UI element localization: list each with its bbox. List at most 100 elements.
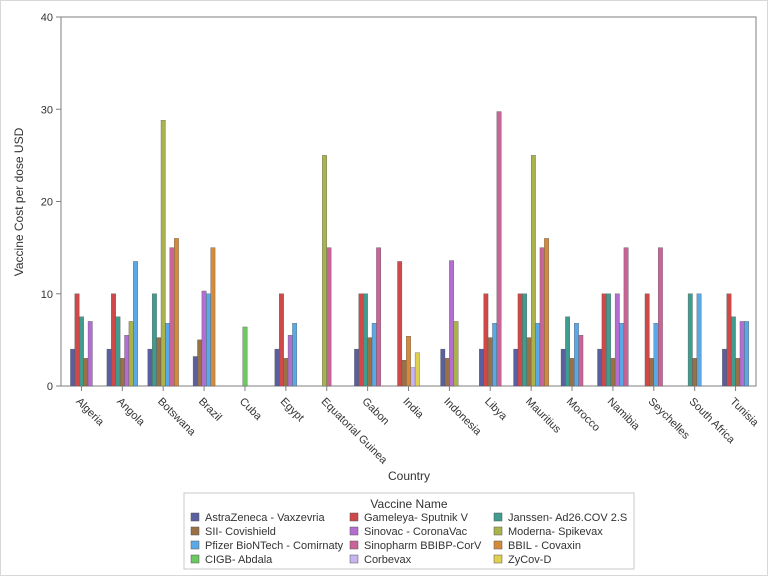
legend-title: Vaccine Name <box>370 497 447 511</box>
bar-gabon-gameleya-sputnik-v <box>358 293 364 387</box>
y-tick-label: 10 <box>41 289 53 301</box>
bar-brazil-sinovac-coronavac <box>201 290 207 387</box>
legend-label-pfizer-biontech-comirnaty: Pfizer BioNTech - Comirnaty <box>205 540 344 552</box>
x-tick-label-egypt: Egypt <box>278 396 306 424</box>
bar-namibia-pfizer-biontech-comirnaty <box>619 323 625 387</box>
bar-egypt-pfizer-biontech-comirnaty <box>292 323 298 387</box>
x-tick-label-libya: Libya <box>482 396 510 424</box>
bar-egypt-sinovac-coronavac <box>287 335 293 387</box>
bar-angola-janssen-ad26-cov-2-s <box>115 316 121 387</box>
x-tick-label-tunisia: Tunisia <box>727 396 761 430</box>
legend-swatch-sinovac-coronavac <box>349 526 359 536</box>
bar-mauritius-moderna-spikevax <box>530 155 536 387</box>
bar-algeria-gameleya-sputnik-v <box>74 293 80 387</box>
legend-label-astrazeneca-vaxzevria: AstraZeneca - Vaxzevria <box>205 512 326 524</box>
bar-mauritius-sinopharm-bbibp-corv <box>539 247 545 387</box>
legend-label-sii-covishield: SII- Covishield <box>205 526 276 538</box>
x-axis-title: Country <box>388 469 430 483</box>
bar-namibia-sinovac-coronavac <box>614 293 620 387</box>
bar-libya-astrazeneca-vaxzevria <box>479 348 484 387</box>
bar-morocco-janssen-ad26-cov-2-s <box>565 316 571 387</box>
bar-mauritius-pfizer-biontech-comirnaty <box>535 323 541 387</box>
bar-algeria-astrazeneca-vaxzevria <box>70 348 76 387</box>
legend-swatch-pfizer-biontech-comirnaty <box>190 540 200 550</box>
legend-label-corbevax: Corbevax <box>364 554 412 566</box>
bar-cuba-cigb-abdala <box>242 326 248 387</box>
bar-libya-sii-covishield <box>487 337 493 387</box>
bar-india-sii-covishield <box>401 359 407 387</box>
bar-botswana-bbil-covaxin <box>174 238 179 387</box>
bar-namibia-gameleya-sputnik-v <box>601 293 607 387</box>
bar-morocco-sinopharm-bbibp-corv <box>578 335 584 387</box>
bar-algeria-sii-covishield <box>83 358 89 387</box>
legend-label-gameleya-sputnik-v: Gameleya- Sputnik V <box>364 512 469 524</box>
legend-label-bbil-covaxin: BBIL - Covaxin <box>508 540 581 552</box>
bar-egypt-astrazeneca-vaxzevria <box>274 348 280 387</box>
bar-morocco-sii-covishield <box>569 358 575 387</box>
bar-angola-astrazeneca-vaxzevria <box>106 348 112 387</box>
x-tick-label-india: India <box>400 396 426 422</box>
bar-egypt-sii-covishield <box>283 358 289 387</box>
legend-label-zycov-d: ZyCov-D <box>508 554 551 566</box>
bar-tunisia-gameleya-sputnik-v <box>726 293 732 387</box>
bar-south-africa-janssen-ad26-cov-2-s <box>687 293 693 387</box>
bar-brazil-pfizer-biontech-comirnaty <box>206 293 211 387</box>
legend-label-janssen-ad26-cov-2-s: Janssen- Ad26.COV 2.S <box>508 512 627 524</box>
y-tick-label: 0 <box>47 381 53 393</box>
y-axis-title: Vaccine Cost per dose USD <box>12 127 26 276</box>
legend-swatch-janssen-ad26-cov-2-s <box>493 512 503 522</box>
bar-indonesia-moderna-spikevax <box>453 321 459 387</box>
legend-swatch-moderna-spikevax <box>493 526 503 536</box>
bar-algeria-sinovac-coronavac <box>87 321 93 387</box>
bar-india-corbevax <box>410 367 416 387</box>
bar-morocco-astrazeneca-vaxzevria <box>560 348 566 387</box>
bar-tunisia-janssen-ad26-cov-2-s <box>730 316 736 387</box>
bar-brazil-astrazeneca-vaxzevria <box>192 356 198 387</box>
bar-brazil-sii-covishield <box>197 339 203 387</box>
bar-gabon-janssen-ad26-cov-2-s <box>363 293 368 387</box>
bar-libya-sinopharm-bbibp-corv <box>496 111 502 387</box>
bar-equatorial-guinea-moderna-spikevax <box>322 155 327 387</box>
bar-botswana-moderna-spikevax <box>160 120 166 387</box>
bar-libya-gameleya-sputnik-v <box>483 293 489 387</box>
legend: Vaccine Name AstraZeneca - Vaxzevria Game… <box>183 492 635 570</box>
bar-algeria-janssen-ad26-cov-2-s <box>79 316 84 387</box>
bar-tunisia-sii-covishield <box>735 358 741 387</box>
bar-botswana-sinopharm-bbibp-corv <box>169 247 175 387</box>
bar-south-africa-pfizer-biontech-comirnaty <box>696 293 702 387</box>
bar-angola-gameleya-sputnik-v <box>111 293 116 387</box>
legend-label-moderna-spikevax: Moderna- Spikevax <box>508 526 603 538</box>
bar-namibia-sii-covishield <box>610 358 616 387</box>
legend-swatch-corbevax <box>349 554 359 564</box>
bar-namibia-janssen-ad26-cov-2-s <box>606 293 611 387</box>
bar-angola-moderna-spikevax <box>128 321 134 387</box>
legend-swatch-gameleya-sputnik-v <box>349 512 359 522</box>
bar-seychelles-sinopharm-bbibp-corv <box>658 247 663 387</box>
x-tick-label-mauritius: Mauritius <box>523 396 563 436</box>
bar-tunisia-astrazeneca-vaxzevria <box>722 348 727 387</box>
legend-label-sinopharm-bbibp-corv: Sinopharm BBIBP-CorV <box>364 540 482 552</box>
bar-angola-sii-covishield <box>119 358 125 387</box>
bar-indonesia-astrazeneca-vaxzevria <box>440 348 446 387</box>
bar-indonesia-sii-covishield <box>444 358 450 387</box>
bar-india-zycov-d <box>414 352 420 387</box>
bar-south-africa-sii-covishield <box>692 358 698 387</box>
legend-label-sinovac-coronavac: Sinovac - CoronaVac <box>364 526 468 538</box>
x-tick-label-indonesia: Indonesia <box>441 396 484 439</box>
legend-label-cigb-abdala: CIGB- Abdala <box>205 554 273 566</box>
bar-mauritius-bbil-covaxin <box>544 238 549 387</box>
bar-indonesia-sinovac-coronavac <box>449 260 454 387</box>
bar-botswana-janssen-ad26-cov-2-s <box>152 293 157 387</box>
x-tick-label-seychelles: Seychelles <box>646 396 692 442</box>
bar-egypt-gameleya-sputnik-v <box>279 293 284 387</box>
bar-mauritius-sii-covishield <box>526 337 532 387</box>
bar-botswana-pfizer-biontech-comirnaty <box>165 323 170 387</box>
bar-mauritius-gameleya-sputnik-v <box>517 293 523 387</box>
bar-gabon-pfizer-biontech-comirnaty <box>371 323 377 387</box>
bar-tunisia-sinovac-coronavac <box>739 321 745 387</box>
x-tick-label-angola: Angola <box>114 396 147 429</box>
bar-seychelles-sii-covishield <box>649 358 654 387</box>
x-tick-label-gabon: Gabon <box>359 396 391 428</box>
x-tick-label-namibia: Namibia <box>605 396 643 434</box>
